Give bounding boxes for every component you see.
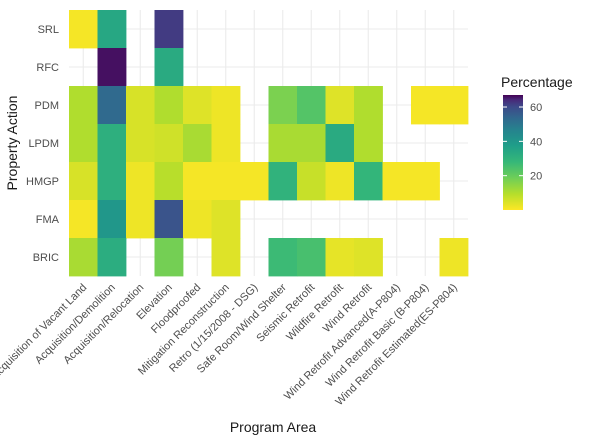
y-axis-tick-labels: SRL RFC PDM LPDM HMGP FMA BRIC — [26, 24, 60, 264]
heatmap-cell — [411, 162, 440, 201]
heatmap-cell — [69, 200, 98, 239]
color-legend: Percentage 20 40 60 — [501, 74, 573, 210]
y-axis-title: Property Action — [4, 96, 20, 191]
heatmap-cell — [97, 10, 127, 49]
heatmap-cell — [183, 86, 212, 125]
heatmap-cell — [297, 238, 326, 277]
heatmap-cell — [211, 200, 241, 239]
y-tick-label: PDM — [35, 100, 59, 112]
heatmap-cell — [69, 238, 98, 277]
y-tick-label: SRL — [38, 24, 59, 36]
heatmap-cell — [411, 86, 440, 125]
heatmap-cell — [325, 162, 355, 201]
heatmap-cell — [97, 86, 127, 125]
legend-ticks: 20 40 60 — [503, 102, 542, 183]
heatmap-cell — [297, 86, 326, 125]
heatmap-cell — [268, 238, 298, 277]
heatmap-cell — [183, 162, 212, 201]
legend-tick-label: 40 — [530, 136, 542, 148]
heatmap-cell — [268, 162, 298, 201]
legend-colorbar — [503, 95, 523, 210]
heatmap-cell — [69, 124, 98, 163]
heatmap-cell — [97, 200, 127, 239]
heatmap-cell — [154, 162, 184, 201]
heatmap-cell — [268, 86, 298, 125]
heatmap-cell — [439, 238, 469, 277]
heatmap-cell — [97, 162, 127, 201]
heatmap-cell — [211, 124, 241, 163]
heatmap-cell — [439, 86, 469, 125]
heatmap-cell — [297, 124, 326, 163]
heatmap-cell — [211, 162, 241, 201]
heatmap-cell — [354, 238, 383, 277]
heatmap-cell — [240, 162, 269, 201]
heatmap-cell — [211, 86, 241, 125]
heatmap-cell — [325, 124, 355, 163]
heatmap-cell — [154, 10, 184, 49]
heatmap-cell — [154, 48, 184, 87]
heatmap-cell — [154, 124, 184, 163]
heatmap-cell — [69, 162, 98, 201]
heatmap-cell — [126, 200, 155, 239]
heatmap-cell — [97, 48, 127, 87]
heatmap-cell — [268, 124, 298, 163]
y-tick-label: RFC — [36, 62, 59, 74]
heatmap-cell — [325, 86, 355, 125]
heatmap-cell — [154, 200, 184, 239]
heatmap-cell — [69, 86, 98, 125]
heatmap-cell — [126, 124, 155, 163]
heatmap-cell — [354, 124, 383, 163]
heatmap-cell — [69, 10, 98, 49]
heatmap-cell — [97, 238, 127, 277]
heatmap-cell — [97, 124, 127, 163]
x-axis-tick-labels: Acquisition of Vacant LandAcquisition/De… — [0, 281, 460, 408]
heatmap-cell — [183, 200, 212, 239]
heatmap-cell — [154, 238, 184, 277]
heatmap-cell — [382, 162, 412, 201]
legend-title: Percentage — [501, 74, 573, 90]
y-tick-label: FMA — [36, 214, 60, 226]
heatmap-cells — [69, 10, 469, 277]
heatmap-cell — [154, 86, 184, 125]
heatmap-cell — [297, 162, 326, 201]
y-tick-label: HMGP — [26, 176, 59, 188]
legend-tick-label: 60 — [530, 102, 542, 114]
heatmap-cell — [183, 124, 212, 163]
heatmap-cell — [211, 238, 241, 277]
y-tick-label: BRIC — [33, 252, 59, 264]
x-axis-title: Program Area — [230, 419, 317, 435]
heatmap-cell — [354, 162, 383, 201]
heatmap-cell — [126, 86, 155, 125]
heatmap-cell — [126, 162, 155, 201]
y-tick-label: LPDM — [28, 138, 59, 150]
heatmap-cell — [325, 238, 355, 277]
heatmap-cell — [354, 86, 383, 125]
legend-tick-label: 20 — [530, 171, 542, 183]
